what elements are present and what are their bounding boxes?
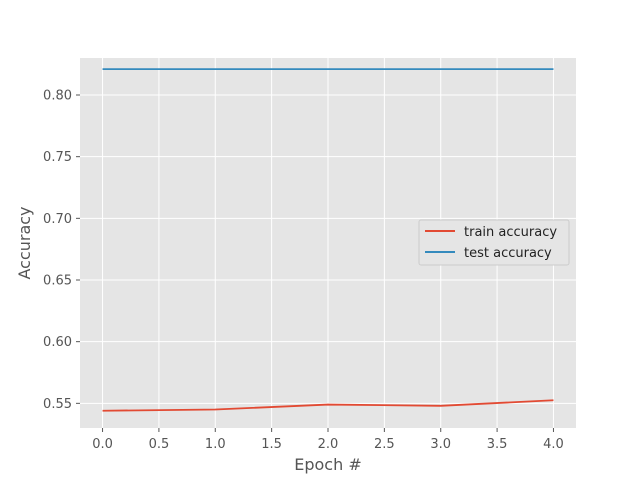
x-axis-label: Epoch # <box>294 455 361 474</box>
x-tick-label: 4.0 <box>543 437 564 452</box>
y-tick-label: 0.60 <box>43 335 72 350</box>
x-tick-label: 0.0 <box>92 437 113 452</box>
y-tick-label: 0.75 <box>43 150 72 165</box>
legend-label-train: train accuracy <box>464 225 557 240</box>
series-lines <box>102 68 554 412</box>
x-tick-label: 1.5 <box>261 437 282 452</box>
x-tick-label: 0.5 <box>149 437 170 452</box>
y-tick-label: 0.70 <box>43 212 72 227</box>
y-axis-label: Accuracy <box>15 206 34 279</box>
y-tick-label: 0.65 <box>43 274 72 289</box>
y-tick-label: 0.55 <box>43 397 72 412</box>
x-tick-label: 3.5 <box>487 437 508 452</box>
y-tick-label: 0.80 <box>43 89 72 104</box>
x-tick-label: 3.0 <box>430 437 451 452</box>
legend-label-test: test accuracy <box>464 246 552 261</box>
axis-ticks: 0.0 0.5 1.0 1.5 2.0 2.5 3.0 3.5 4.0 0.55 0.60 0.65 0… <box>43 89 564 453</box>
legend-box <box>418 219 570 266</box>
x-tick-label: 2.0 <box>318 437 339 452</box>
legend: train accuracy test accuracy <box>418 219 570 266</box>
x-tick-label: 2.5 <box>374 437 395 452</box>
x-tick-label: 1.0 <box>205 437 226 452</box>
